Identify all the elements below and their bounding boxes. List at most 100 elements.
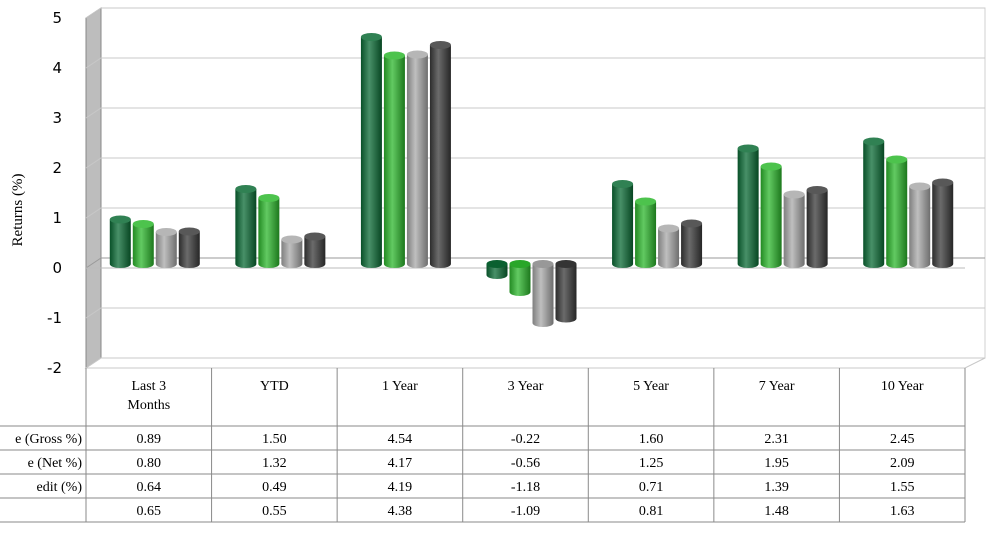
bar-body [509, 264, 531, 296]
bar-cap [932, 178, 954, 187]
bar [760, 162, 782, 268]
bar [178, 227, 200, 268]
data-label: 1.63 [890, 504, 915, 519]
bar-body [737, 148, 759, 268]
bar-cap [429, 41, 451, 49]
data-label: 1.48 [764, 504, 789, 519]
data-label: 1.50 [262, 432, 287, 447]
bar [555, 260, 577, 323]
bar-cap [658, 224, 680, 233]
bar-cap [886, 155, 908, 164]
bar-body [806, 190, 828, 268]
category-label: 5 Year [633, 379, 669, 394]
bar-cap [612, 180, 634, 188]
data-label: 2.45 [890, 432, 915, 447]
bar-body [178, 231, 200, 268]
gridline [85, 307, 985, 319]
y-tick-label: 3 [52, 109, 62, 127]
category-label: 3 Year [508, 379, 544, 394]
data-label: 4.54 [388, 432, 413, 447]
gridline [85, 7, 985, 19]
bar [886, 155, 908, 268]
series-label: edit (%) [37, 480, 83, 495]
bar-cap [178, 227, 200, 236]
bar-body [109, 219, 131, 268]
gridline [85, 157, 985, 169]
data-label: 1.25 [639, 456, 664, 471]
bar-body [612, 184, 634, 268]
bar-cap [635, 197, 657, 206]
bar [486, 260, 508, 279]
bar-cap [783, 190, 805, 199]
data-label: 4.17 [388, 456, 413, 471]
bar [406, 50, 428, 268]
data-label: 1.55 [890, 480, 915, 495]
gridline [85, 207, 985, 219]
y-tick-label: 2 [52, 159, 62, 177]
bar-body [383, 55, 405, 268]
data-label: -0.22 [511, 432, 540, 447]
bar-body [932, 182, 954, 268]
bar-cap [737, 144, 759, 153]
bar [155, 228, 177, 268]
bar-cap [555, 260, 577, 268]
data-label: -1.09 [511, 504, 540, 519]
bar-body [132, 224, 154, 268]
bar-cap [406, 50, 428, 59]
floor [84, 357, 986, 369]
data-label: 1.60 [639, 432, 664, 447]
bar-body [886, 159, 908, 268]
bar-body [406, 54, 428, 268]
category-label: Last 3 [131, 379, 166, 394]
bar-cap [235, 185, 257, 193]
bar-cap [132, 220, 154, 228]
category-label: 10 Year [881, 379, 924, 394]
gridline [85, 107, 985, 119]
y-tick-label: -2 [47, 359, 62, 377]
bar-body [681, 223, 703, 268]
data-label: 2.31 [764, 432, 789, 447]
bar-body [760, 166, 782, 268]
bar-body [304, 236, 326, 268]
bar [304, 232, 326, 268]
y-tick-label: 0 [52, 259, 62, 277]
data-label: 0.64 [137, 480, 162, 495]
bar [532, 260, 554, 327]
data-label: -1.18 [511, 480, 540, 495]
bar-body [486, 264, 508, 279]
bar [509, 260, 531, 296]
side-wall [85, 7, 102, 369]
data-table: Last 3 Months YTD 1 Year 3 Year 5 Year 7 Year 1… [0, 368, 966, 523]
bar [429, 41, 451, 268]
bar-cap [532, 260, 554, 268]
bar-body [783, 194, 805, 268]
bar-body [555, 264, 577, 323]
category-label: 7 Year [759, 379, 795, 394]
bar-body [909, 186, 931, 268]
data-label: 0.89 [137, 432, 162, 447]
bar-cap [383, 51, 405, 60]
y-axis: 5 4 3 2 1 0 -1 -2 [47, 9, 62, 377]
bar [258, 194, 280, 268]
data-label: -0.56 [511, 456, 540, 471]
bar [737, 144, 759, 268]
data-label: 0.65 [137, 504, 162, 519]
series-label: e (Net %) [28, 456, 83, 471]
data-label: 1.32 [262, 456, 287, 471]
bar-cap [681, 219, 703, 228]
y-tick-label: 5 [52, 9, 62, 27]
bar [783, 190, 805, 268]
bars [109, 33, 954, 327]
bar [235, 185, 257, 268]
data-label: 1.39 [764, 480, 789, 495]
bar [932, 178, 954, 268]
data-label: 0.71 [639, 480, 664, 495]
bar-cap [155, 228, 177, 236]
bar-body [863, 141, 885, 268]
data-label: 0.81 [639, 504, 664, 519]
bar-cap [909, 182, 931, 191]
bar [658, 224, 680, 268]
gridline [85, 57, 985, 69]
bar-body [281, 239, 303, 268]
